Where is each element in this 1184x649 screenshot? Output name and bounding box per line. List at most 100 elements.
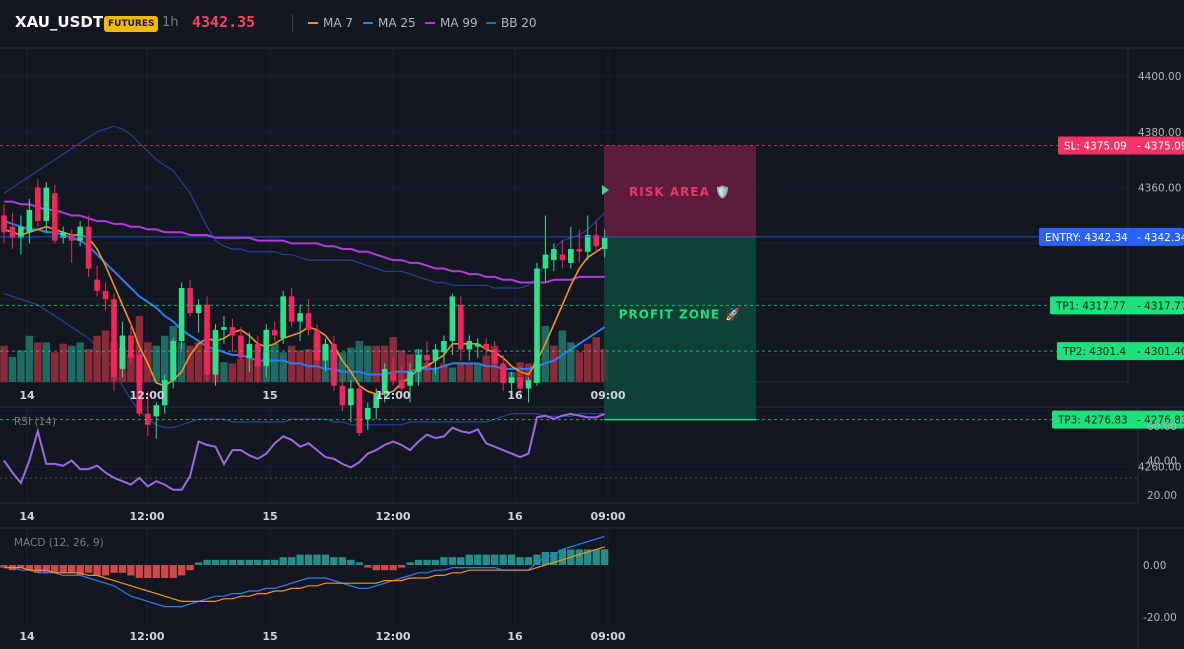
candle-body	[145, 413, 151, 425]
candle-body	[26, 209, 33, 233]
volume-bar	[270, 343, 279, 382]
macd-histogram-bar	[321, 554, 330, 565]
candle-body	[238, 335, 244, 358]
main-time-tick: 16	[507, 389, 523, 402]
candle-body	[356, 388, 363, 434]
macd-histogram-bar	[457, 557, 465, 565]
macd-tick-label: 0.00	[1143, 560, 1166, 572]
volume-bar	[59, 343, 67, 382]
candle-body	[280, 296, 286, 339]
candle-body	[170, 341, 176, 381]
macd-histogram-bar	[491, 554, 499, 565]
price-tick-label: 4260.00	[1138, 462, 1181, 474]
symbol-name[interactable]: XAU_USDT	[15, 13, 104, 31]
chart-header: XAU_USDT FUTURES 1h 4342.35 MA 7 MA 25 M…	[0, 0, 1184, 48]
macd-histogram-bar	[135, 565, 143, 578]
macd-histogram-bar	[169, 565, 177, 578]
candle-body	[576, 248, 583, 252]
candle-body	[381, 368, 388, 395]
bb20-swatch	[486, 22, 496, 24]
candle-body	[593, 235, 599, 247]
candle-body	[424, 355, 430, 361]
candle-body	[204, 304, 210, 375]
macd-histogram-bar	[516, 557, 524, 565]
macd-histogram-bar	[228, 559, 237, 565]
candle-body	[322, 343, 329, 361]
volume-bars	[0, 316, 609, 382]
rsi-time-tick: 12:00	[375, 510, 410, 523]
candle-body	[43, 187, 50, 222]
legend-ma99[interactable]: MA 99	[425, 16, 478, 30]
candle-body	[288, 296, 295, 322]
candle-body	[153, 405, 160, 417]
candle-body	[314, 329, 320, 361]
volume-bar	[465, 363, 474, 382]
macd-histogram-bar	[84, 565, 93, 573]
candle-body	[271, 329, 278, 336]
rsi-tick-label: 60.00	[1147, 421, 1177, 433]
volume-bar	[186, 345, 194, 382]
candle-body	[128, 335, 134, 358]
volume-bar	[93, 335, 101, 382]
candle-body	[221, 327, 227, 330]
candle-body	[85, 226, 92, 269]
macd-histogram-bar	[330, 557, 338, 565]
macd-histogram-bar	[17, 565, 25, 568]
macd-histogram-bar	[279, 557, 287, 565]
macd-histogram-bar	[575, 549, 583, 565]
volume-bar	[338, 352, 347, 382]
profit-zone-label: PROFIT ZONE 🚀	[619, 307, 742, 321]
volume-bar	[194, 342, 203, 382]
candle-body	[187, 288, 193, 314]
volume-bar	[84, 349, 93, 382]
macd-histogram-bar	[584, 549, 592, 565]
grid-lines	[0, 47, 1184, 649]
volume-bar	[592, 337, 600, 382]
macd-histogram-bar	[59, 565, 67, 573]
ma25-swatch	[363, 22, 373, 24]
volume-bar	[567, 342, 575, 382]
rsi-title: RSI (14)	[14, 416, 56, 428]
legend-ma25[interactable]: MA 25	[363, 16, 416, 30]
risk-area-box	[604, 145, 756, 237]
volume-bar	[34, 342, 42, 382]
volume-bar	[237, 358, 245, 382]
candle-body	[51, 193, 58, 241]
candle-body	[483, 343, 490, 350]
timeframe-label[interactable]: 1h	[162, 15, 179, 30]
candle-body	[491, 349, 498, 364]
volume-bar	[17, 350, 25, 382]
candle-body	[339, 385, 346, 406]
candle-body	[542, 254, 549, 269]
legend-bb20[interactable]: BB 20	[486, 16, 537, 30]
candle-body	[60, 232, 67, 238]
macd-title: MACD (12, 26, 9)	[14, 537, 104, 549]
main-time-tick: 14	[19, 389, 35, 402]
volume-bar	[364, 345, 372, 382]
macd-histogram-bar	[558, 549, 566, 565]
macd-histogram-bar	[0, 565, 8, 568]
candle-body	[364, 408, 371, 420]
volume-bar	[161, 335, 169, 382]
volume-bar	[558, 330, 567, 382]
trade-levels: SL: 4375.09 - 4375.09 ENTRY: 4342.34 - 4342…	[0, 136, 1184, 429]
macd-histogram-bar	[262, 559, 270, 565]
candle-body	[390, 371, 396, 381]
candle-body	[212, 329, 219, 375]
macd-histogram-bar	[288, 557, 296, 565]
macd-histogram-bar	[194, 562, 203, 565]
volume-bar	[67, 345, 76, 382]
volume-bar	[440, 363, 448, 382]
legend-ma7[interactable]: MA 7	[308, 16, 353, 30]
candle-body	[508, 377, 515, 383]
macd-histogram-bar	[42, 565, 50, 573]
candle-body	[94, 279, 100, 291]
candle-body	[348, 388, 354, 406]
macd-histogram-bar	[431, 559, 440, 565]
candle-body	[584, 235, 591, 252]
tp2-price-label: - 4301.40	[1137, 346, 1184, 358]
volume-bar	[431, 367, 440, 382]
volume-bar	[25, 335, 34, 382]
ma7-swatch	[308, 22, 318, 24]
